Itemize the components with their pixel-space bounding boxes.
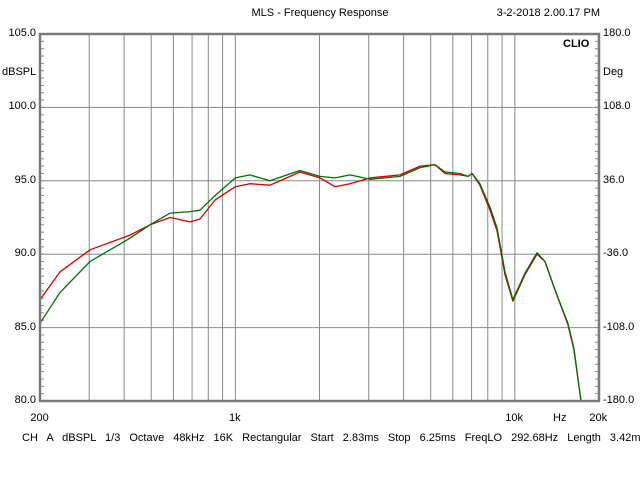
x-axis-label: Hz — [553, 412, 567, 424]
x-tick-label: 10k — [505, 412, 523, 424]
y-tick-label: 105.0 — [8, 27, 36, 39]
y-tick-label: 80.0 — [14, 394, 36, 406]
x-tick-label: 200 — [30, 412, 49, 424]
measurement-settings: CH A dBSPL 1/3 Octave 48kHz 16K Rectangu… — [22, 432, 640, 444]
plot-frame — [38, 32, 601, 403]
y2-tick-label: 36.0 — [603, 173, 625, 186]
series-green-line — [39, 164, 599, 402]
y2-tick-label: 180.0 — [603, 27, 631, 39]
x-tick-label: 20k — [589, 412, 608, 424]
y-tick-label: 95.0 — [14, 173, 36, 186]
y2-tick-label: -108.0 — [603, 320, 635, 333]
y-tick-label: 100.0 — [8, 100, 36, 113]
series-red-line — [39, 164, 599, 402]
y2-tick-label: -36.0 — [603, 247, 629, 260]
y-tick-label: 85.0 — [14, 320, 36, 333]
y2-tick-label: -180.0 — [603, 394, 635, 406]
chart-title: MLS - Frequency Response — [251, 7, 389, 19]
y-tick-label: 90.0 — [14, 247, 36, 260]
timestamp: 3-2-2018 2.00.17 PM — [496, 7, 600, 19]
x-tick-label: 1k — [228, 412, 241, 424]
clio-logo: CLIO — [563, 38, 590, 50]
y-axis-label: dBSPL — [2, 66, 37, 78]
y2-axis-label: Deg — [603, 66, 624, 78]
y2-tick-label: 108.0 — [603, 100, 631, 113]
